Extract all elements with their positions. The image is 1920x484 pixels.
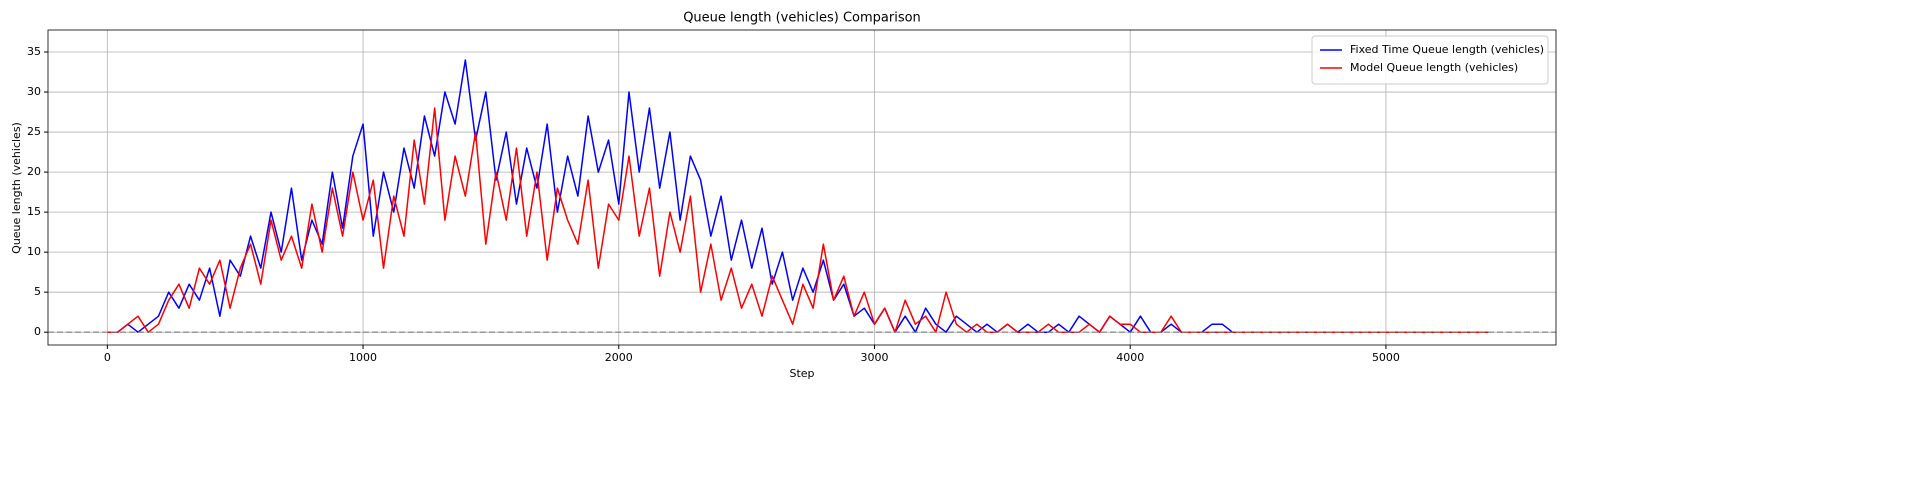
y-tick-label: 5: [34, 285, 41, 298]
y-axis-label: Queue length (vehicles): [10, 122, 23, 254]
x-tick-label: 2000: [605, 351, 633, 364]
legend-label: Model Queue length (vehicles): [1350, 61, 1518, 74]
y-tick-label: 0: [34, 325, 41, 338]
y-tick-label: 30: [27, 85, 41, 98]
legend-box: [1311, 35, 1549, 85]
y-tick-label: 35: [27, 45, 41, 58]
data-line: [107, 59, 1489, 333]
y-tick-label: 10: [27, 245, 41, 258]
x-tick-label: 5000: [1372, 351, 1400, 364]
x-tick-label: 1000: [349, 351, 377, 364]
x-tick-label: 3000: [860, 351, 888, 364]
x-tick-label: 0: [104, 351, 111, 364]
x-axis-label: Step: [789, 367, 814, 380]
legend-label: Fixed Time Queue length (vehicles): [1350, 43, 1544, 56]
data-line: [107, 107, 1489, 333]
legend: Fixed Time Queue length (vehicles) Model …: [1311, 35, 1549, 85]
y-tick-label: 20: [27, 165, 41, 178]
plot-frame: [47, 29, 1557, 346]
y-tick-label: 15: [27, 205, 41, 218]
x-tick-label: 4000: [1116, 351, 1144, 364]
y-tick-label: 25: [27, 125, 41, 138]
chart-title: Queue length (vehicles) Comparison: [683, 11, 921, 26]
